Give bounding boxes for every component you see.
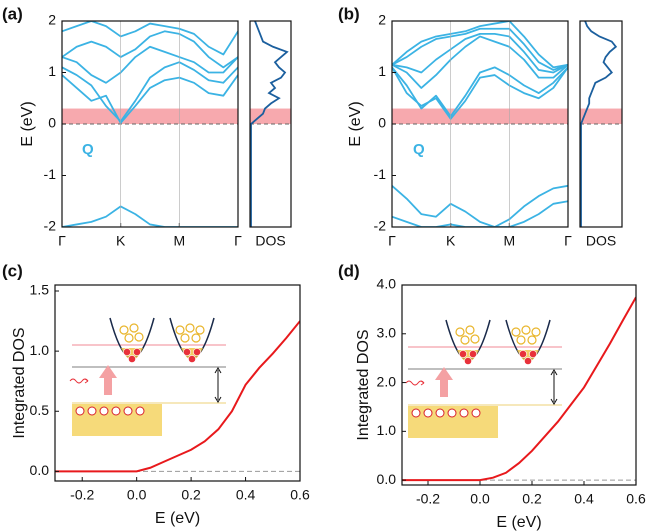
y-tick-label: 0 [48, 115, 56, 131]
band-line [62, 21, 238, 56]
y-tick-label: 1 [48, 63, 56, 79]
y-tick-label: 1.0 [377, 422, 397, 438]
band-line [392, 35, 568, 89]
annotation: Q [413, 141, 425, 158]
dos-area [250, 21, 291, 227]
y-tick-label: 0.5 [30, 402, 50, 418]
band-line [62, 61, 238, 123]
x-tick-label: 0.6 [626, 491, 646, 507]
annotation: Q [82, 141, 94, 158]
inset-diagram [405, 319, 563, 439]
panel-label: (c) [2, 261, 23, 280]
highlight-band [580, 108, 622, 124]
x-tick-label: -0.2 [70, 487, 94, 503]
band-line [392, 66, 568, 118]
band-line [62, 205, 238, 227]
dos-label: DOS [255, 233, 285, 249]
highlight-band [62, 108, 238, 124]
band-line [62, 30, 238, 69]
x-tick-label: K [116, 233, 126, 249]
x-tick-label: 0.2 [522, 491, 542, 507]
x-tick-label: 0.4 [574, 491, 594, 507]
plot-area [62, 21, 238, 227]
y-tick-label: 1.5 [30, 282, 50, 298]
x-tick-label: Γ [58, 233, 66, 249]
band-line [62, 74, 238, 124]
data-line [55, 320, 300, 473]
plot-frame [61, 20, 239, 228]
highlight-band [392, 108, 568, 124]
panel-label: (b) [338, 4, 360, 23]
y-tick-label: 2 [48, 12, 56, 28]
x-tick-label: 0.2 [181, 487, 201, 503]
band-line [392, 66, 568, 120]
x-tick-label: Γ [388, 233, 396, 249]
x-tick-label: K [446, 233, 456, 249]
y-tick-label: 2 [378, 12, 386, 28]
x-tick-label: Γ [234, 233, 242, 249]
plot-area [402, 296, 636, 482]
plot-area [392, 21, 568, 227]
band-line [392, 200, 568, 227]
x-tick-label: Γ [564, 233, 572, 249]
y-tick-label: 1.0 [30, 342, 50, 358]
plot-frame [54, 284, 301, 482]
x-tick-label: 0.6 [290, 487, 310, 503]
band-line [392, 21, 568, 69]
y-tick-label: 1 [378, 63, 386, 79]
y-tick-label: -1 [44, 166, 57, 182]
y-tick-label: 4.0 [377, 276, 397, 292]
dos-line [250, 21, 289, 227]
panel-label: (d) [338, 261, 360, 280]
x-tick-label: 0.0 [470, 491, 490, 507]
y-tick-label: -2 [374, 218, 387, 234]
panel-label: (a) [2, 4, 23, 23]
plot-area [55, 320, 300, 473]
y-tick-label: 3.0 [377, 324, 397, 340]
y-axis-label: Integrated DOS [355, 329, 372, 440]
x-axis-label: E (eV) [155, 510, 200, 527]
inset-diagram [69, 317, 227, 437]
y-tick-label: 0 [378, 115, 386, 131]
band-line [392, 27, 568, 71]
x-axis-label: E (eV) [496, 514, 541, 531]
dos-label: DOS [586, 233, 616, 249]
y-tick-label: -2 [44, 218, 57, 234]
band-line [62, 45, 238, 84]
dos-line [580, 21, 618, 227]
plot-frame [391, 20, 569, 228]
x-tick-label: M [503, 233, 515, 249]
data-line [402, 296, 636, 482]
y-axis-label: E (eV) [19, 101, 36, 146]
y-tick-label: 0.0 [377, 471, 397, 487]
dos-area [580, 21, 622, 227]
y-tick-label: 2.0 [377, 373, 397, 389]
x-tick-label: M [173, 233, 185, 249]
band-line [392, 184, 568, 227]
highlight-band [250, 108, 291, 124]
x-tick-label: -0.2 [416, 491, 440, 507]
band-line [392, 32, 568, 74]
y-tick-label: -1 [374, 166, 387, 182]
y-axis-label: E (eV) [347, 101, 364, 146]
x-tick-label: 0.4 [236, 487, 256, 503]
y-axis-label: Integrated DOS [11, 327, 28, 438]
dos-frame [249, 20, 292, 228]
plot-frame [401, 284, 637, 486]
dos-frame [579, 20, 623, 228]
x-tick-label: 0.0 [127, 487, 147, 503]
y-tick-label: 0.0 [30, 462, 50, 478]
